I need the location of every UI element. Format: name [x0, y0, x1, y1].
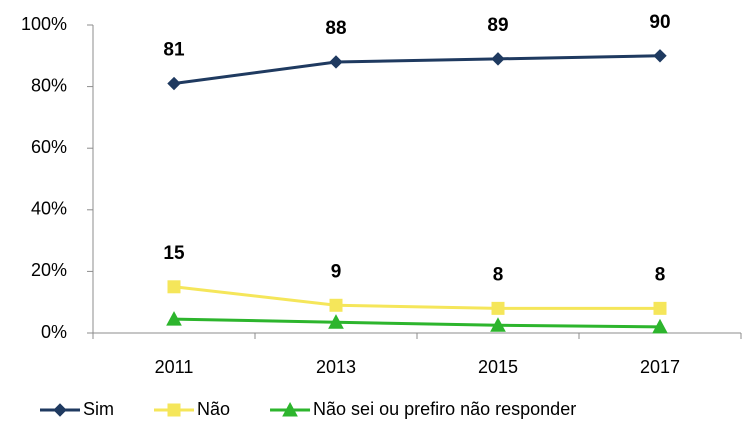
data-point: [329, 298, 343, 312]
data-label: 8: [493, 264, 504, 285]
data-label: 9: [331, 261, 342, 282]
data-point: [652, 318, 668, 334]
y-tick-label: 20%: [31, 260, 67, 280]
data-point: [329, 55, 343, 69]
series-line: [173, 54, 661, 86]
data-point: [167, 280, 181, 294]
data-point: [653, 49, 667, 63]
data-point: [167, 76, 181, 91]
data-label: 8: [655, 264, 666, 285]
data-label: 88: [325, 18, 346, 39]
data-label: 15: [163, 243, 185, 264]
data-point: [328, 314, 344, 329]
legend-label: Não sei ou prefiro não responder: [313, 399, 576, 419]
data-label: 89: [487, 15, 508, 36]
y-tick-label: 100%: [21, 14, 67, 34]
y-tick-label: 80%: [31, 75, 67, 95]
x-tick-label: 2013: [316, 357, 356, 377]
y-tick-label: 60%: [31, 137, 67, 157]
series-line: [173, 317, 661, 329]
data-point: [491, 52, 505, 66]
y-tick-label: 0%: [41, 322, 67, 342]
x-tick-label: 2011: [155, 357, 194, 377]
legend-label: Sim: [83, 399, 114, 419]
x-tick-label: 2017: [640, 357, 680, 377]
legend-marker: [167, 403, 181, 417]
legend-label: Não: [197, 399, 230, 419]
data-point: [491, 301, 505, 315]
legend-marker: [282, 401, 298, 417]
data-point: [653, 301, 667, 315]
legend-marker: [53, 403, 67, 417]
y-tick-label: 40%: [31, 199, 67, 219]
data-label: 90: [649, 12, 670, 33]
series-line: [173, 285, 660, 310]
data-label: 81: [163, 40, 185, 61]
data-point: [490, 317, 506, 332]
data-point: [166, 311, 182, 326]
x-tick-label: 2015: [478, 357, 518, 377]
